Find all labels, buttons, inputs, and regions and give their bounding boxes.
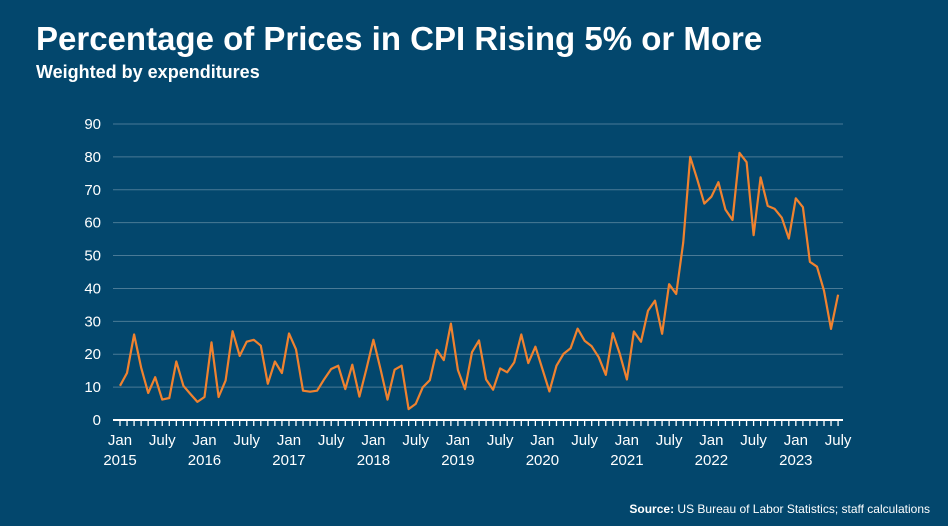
x-tick-label: July: [740, 432, 767, 449]
x-year-label: 2021: [610, 452, 643, 469]
x-tick-label: July: [825, 432, 852, 449]
x-year-label: 2015: [103, 452, 136, 469]
source-note: Source: US Bureau of Labor Statistics; s…: [629, 502, 930, 516]
x-tick-label: Jan: [361, 432, 385, 449]
y-tick-label: 20: [84, 346, 101, 363]
x-tick-label: July: [233, 432, 260, 449]
x-year-label: 2018: [357, 452, 390, 469]
x-tick-label: Jan: [277, 432, 301, 449]
chart-title: Percentage of Prices in CPI Rising 5% or…: [36, 20, 763, 57]
x-year-label: 2020: [526, 452, 559, 469]
y-tick-label: 50: [84, 248, 101, 265]
x-year-label: 2022: [695, 452, 728, 469]
x-year-label: 2019: [441, 452, 474, 469]
x-tick-label: Jan: [446, 432, 470, 449]
y-tick-label: 70: [84, 182, 101, 199]
y-tick-label: 30: [84, 313, 101, 330]
source-label: Source:: [629, 502, 675, 516]
x-tick-label: Jan: [615, 432, 639, 449]
series-line: [119, 151, 840, 411]
x-tick-label: July: [656, 432, 683, 449]
chart-subtitle: Weighted by expenditures: [36, 62, 260, 82]
y-tick-label: 10: [84, 379, 101, 396]
x-year-label: 2023: [779, 452, 812, 469]
x-tick-label: Jan: [108, 432, 132, 449]
x-tick-label: Jan: [530, 432, 554, 449]
y-tick-label: 0: [93, 412, 101, 429]
x-tick-label: July: [402, 432, 429, 449]
x-year-label: 2017: [272, 452, 305, 469]
y-tick-label: 40: [84, 280, 101, 297]
y-tick-label: 60: [84, 215, 101, 232]
x-tick-label: July: [487, 432, 514, 449]
x-year-label: 2016: [188, 452, 221, 469]
x-tick-label: July: [149, 432, 176, 449]
x-tick-label: July: [318, 432, 345, 449]
y-tick-label: 80: [84, 149, 101, 166]
x-tick-label: July: [571, 432, 598, 449]
source-text: US Bureau of Labor Statistics; staff cal…: [677, 502, 930, 516]
x-tick-label: Jan: [699, 432, 723, 449]
y-tick-label: 90: [84, 116, 101, 133]
x-tick-label: Jan: [784, 432, 808, 449]
x-tick-label: Jan: [192, 432, 216, 449]
